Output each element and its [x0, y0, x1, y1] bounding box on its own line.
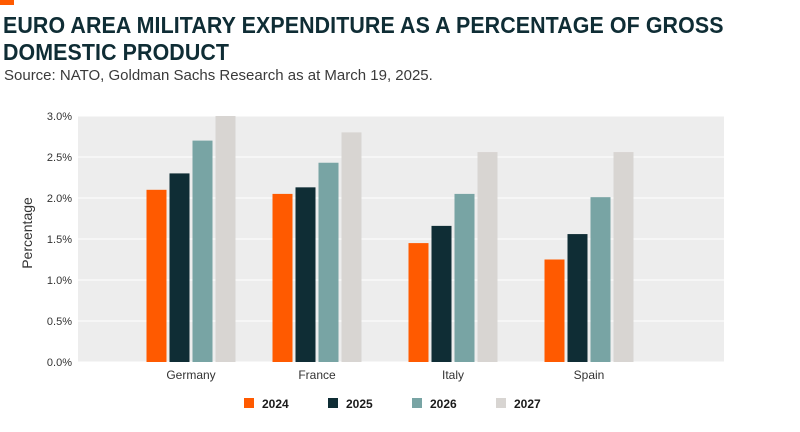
- legend-swatch-2026: [412, 398, 422, 408]
- source-note: Source: NATO, Goldman Sachs Research as …: [4, 67, 433, 84]
- x-category-label: Italy: [442, 368, 464, 382]
- bar-france-2027: [341, 132, 362, 362]
- y-axis-title: Percentage: [19, 197, 35, 269]
- bars: [146, 116, 634, 362]
- legend-swatch-2025: [328, 398, 338, 408]
- bar-italy-2027: [477, 152, 498, 362]
- bar-spain-2024: [544, 259, 565, 362]
- y-tick-label: 2.0%: [47, 193, 72, 205]
- legend-swatch-2027: [496, 398, 506, 408]
- bar-italy-2026: [454, 193, 475, 362]
- x-category-label: France: [298, 368, 336, 382]
- bar-france-2025: [295, 187, 316, 362]
- x-category-label: Germany: [166, 368, 215, 382]
- legend: 2024 2025 2026 2027: [244, 397, 541, 411]
- legend-label-2025: 2025: [346, 397, 373, 411]
- y-tick-label: 1.0%: [47, 275, 72, 287]
- bar-germany-2024: [146, 189, 167, 362]
- y-tick-label: 0.5%: [47, 316, 72, 328]
- y-tick-label: 0.0%: [47, 357, 72, 369]
- bar-italy-2024: [408, 243, 429, 362]
- bar-france-2026: [318, 162, 339, 362]
- bar-germany-2027: [215, 116, 236, 362]
- legend-label-2027: 2027: [514, 397, 541, 411]
- y-tick-label: 2.5%: [47, 152, 72, 164]
- bar-germany-2025: [169, 173, 190, 362]
- chart-title: EURO AREA MILITARY EXPENDITURE AS A PERC…: [3, 12, 724, 65]
- x-axis-categories: Germany France Italy Spain: [166, 368, 604, 382]
- bar-france-2024: [272, 193, 293, 362]
- legend-swatch-2024: [244, 398, 254, 408]
- bar-germany-2026: [192, 140, 213, 362]
- x-category-label: Spain: [574, 368, 605, 382]
- accent-bar: [0, 0, 14, 5]
- legend-label-2024: 2024: [262, 397, 289, 411]
- legend-label-2026: 2026: [430, 397, 457, 411]
- y-axis-ticks: 0.0% 0.5% 1.0% 1.5% 2.0% 2.5% 3.0%: [47, 111, 72, 369]
- bar-spain-2025: [567, 234, 588, 362]
- bar-spain-2026: [590, 197, 611, 362]
- bar-italy-2025: [431, 225, 452, 362]
- bar-spain-2027: [613, 152, 634, 362]
- y-tick-label: 1.5%: [47, 234, 72, 246]
- y-tick-label: 3.0%: [47, 111, 72, 123]
